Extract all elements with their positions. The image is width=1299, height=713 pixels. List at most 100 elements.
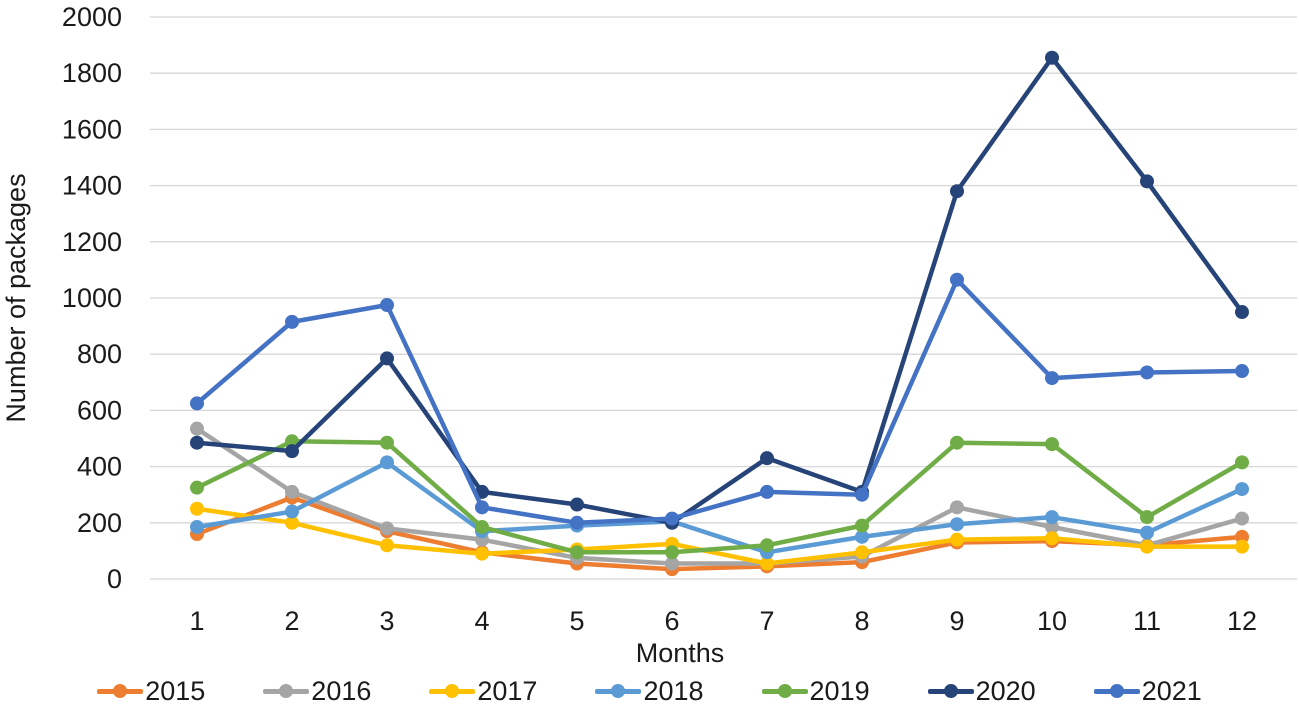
data-point-2021-m5 [570, 515, 584, 530]
data-point-2017-m10 [1045, 531, 1059, 546]
legend-label: 2021 [1141, 675, 1202, 706]
legend: 2015 2016 2017 2018 2019 2020 2021 [0, 671, 1299, 711]
y-tick-label: 1400 [62, 171, 122, 201]
data-point-2019-m8 [855, 518, 869, 533]
data-point-2021-m6 [665, 511, 679, 526]
x-tick-label: 6 [664, 606, 679, 636]
data-point-2016-m1 [190, 421, 204, 436]
data-point-2019-m7 [760, 538, 774, 553]
x-tick-label: 8 [854, 606, 869, 636]
data-point-2015-m12 [1235, 529, 1249, 544]
data-point-2021-m2 [285, 314, 299, 329]
legend-label: 2018 [643, 675, 704, 706]
data-point-2019-m6 [665, 545, 679, 560]
data-point-2021-m8 [855, 487, 869, 502]
x-tick-label: 10 [1037, 606, 1067, 636]
data-point-2019-m10 [1045, 437, 1059, 452]
data-point-2019-m9 [950, 435, 964, 450]
data-point-2018-m11 [1140, 525, 1154, 540]
series-2020 [190, 50, 1249, 530]
data-point-2017-m11 [1140, 539, 1154, 554]
y-tick-label: 0 [107, 564, 122, 594]
y-tick-label: 200 [77, 508, 122, 538]
y-axis-tick-labels: 0 200 400 600 800 1000 1200 1400 1600 1800 2000 [62, 2, 122, 594]
series-line-2021 [194, 277, 1245, 526]
data-point-2020-m2 [285, 444, 299, 459]
data-point-2020-m3 [380, 351, 394, 366]
data-point-2019-m5 [570, 545, 584, 560]
data-point-2017-m1 [190, 501, 204, 516]
legend-marker-icon [429, 684, 476, 698]
y-tick-label: 1800 [62, 58, 122, 88]
data-point-2021-m7 [760, 484, 774, 499]
data-point-2020-m12 [1235, 305, 1249, 320]
series-layer [190, 50, 1249, 577]
series-2019 [190, 434, 1249, 560]
series-line-2019 [194, 439, 1245, 555]
data-point-2018-m1 [190, 520, 204, 535]
data-point-2016-m3 [380, 521, 394, 536]
x-tick-label: 1 [189, 606, 204, 636]
data-point-2018-m8 [855, 529, 869, 544]
data-point-2020-m9 [950, 184, 964, 199]
legend-item-2018: 2018 [595, 675, 704, 706]
y-tick-label: 1600 [62, 114, 122, 144]
legend-label: 2019 [809, 675, 870, 706]
legend-item-2019: 2019 [761, 675, 870, 706]
x-tick-label: 12 [1227, 606, 1257, 636]
data-point-2017-m2 [285, 515, 299, 530]
y-tick-label: 1000 [62, 283, 122, 313]
series-2017 [190, 501, 1249, 571]
data-point-2020-m11 [1140, 174, 1154, 189]
legend-marker-icon [595, 684, 642, 698]
y-axis-title: Number of packages [1, 173, 31, 422]
data-point-2020-m10 [1045, 50, 1059, 65]
data-point-2021-m1 [190, 396, 204, 411]
series-line-2017 [194, 506, 1245, 566]
data-point-2020-m1 [190, 435, 204, 450]
legend-label: 2020 [975, 675, 1036, 706]
data-point-2021-m4 [475, 500, 489, 515]
x-axis-tick-labels: 1 2 3 4 5 6 7 8 9 10 11 12 [189, 606, 1257, 636]
data-point-2018-m12 [1235, 482, 1249, 497]
x-tick-label: 9 [949, 606, 964, 636]
data-point-2021-m12 [1235, 364, 1249, 379]
data-point-2018-m10 [1045, 510, 1059, 525]
data-point-2019-m3 [380, 435, 394, 450]
data-point-2017-m9 [950, 532, 964, 547]
y-tick-label: 2000 [62, 2, 122, 32]
y-tick-label: 1200 [62, 227, 122, 257]
legend-item-2020: 2020 [927, 675, 1036, 706]
data-point-2017-m8 [855, 545, 869, 560]
x-axis-title: Months [636, 638, 725, 668]
data-point-2018-m2 [285, 504, 299, 519]
data-point-2021-m10 [1045, 371, 1059, 386]
data-point-2021-m3 [380, 298, 394, 313]
data-point-2016-m9 [950, 500, 964, 515]
x-tick-label: 5 [569, 606, 584, 636]
x-tick-label: 3 [379, 606, 394, 636]
legend-label: 2015 [145, 675, 206, 706]
data-point-2016-m6 [665, 556, 679, 571]
legend-marker-icon [1093, 684, 1140, 698]
series-2021 [190, 272, 1249, 530]
data-point-2018-m9 [950, 517, 964, 532]
data-point-2017-m7 [760, 556, 774, 571]
legend-item-2016: 2016 [263, 675, 372, 706]
series-line-2016 [194, 426, 1245, 566]
data-point-2016-m2 [285, 484, 299, 499]
data-point-2019-m11 [1140, 510, 1154, 525]
data-point-2020-m5 [570, 497, 584, 512]
legend-item-2015: 2015 [97, 675, 206, 706]
data-point-2019-m12 [1235, 455, 1249, 470]
x-tick-label: 4 [474, 606, 489, 636]
x-tick-label: 7 [759, 606, 774, 636]
legend-marker-icon [761, 684, 808, 698]
y-tick-label: 400 [77, 452, 122, 482]
legend-marker-icon [263, 684, 310, 698]
data-point-2018-m3 [380, 455, 394, 470]
data-point-2016-m10 [1045, 520, 1059, 535]
legend-label: 2016 [311, 675, 372, 706]
